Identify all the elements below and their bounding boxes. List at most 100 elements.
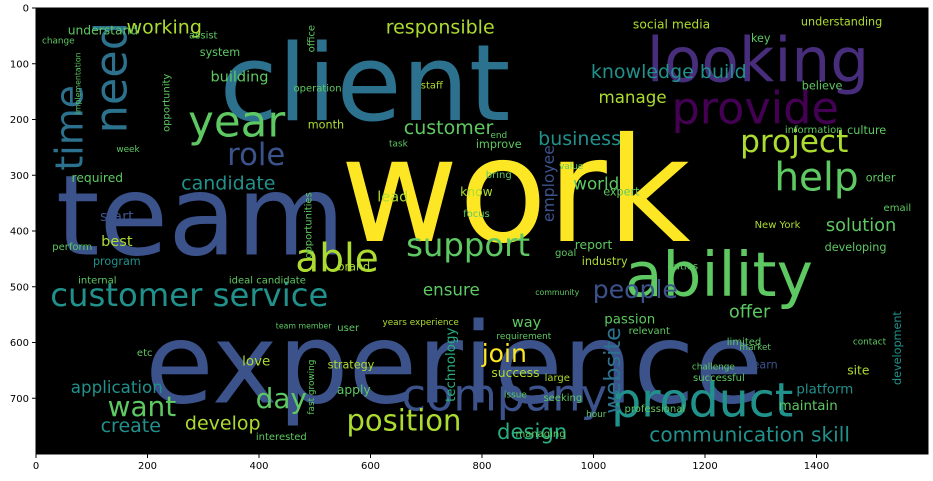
cloud-word: platform — [796, 382, 853, 397]
cloud-word: implementation — [73, 52, 82, 114]
x-tick-label: 1400 — [804, 461, 829, 472]
y-tick-label: 100 — [10, 59, 29, 70]
y-tick-label: 400 — [10, 227, 29, 238]
cloud-word: user — [337, 323, 360, 334]
cloud-word: managing — [515, 429, 565, 440]
y-tick-label: 200 — [10, 115, 29, 126]
cloud-word: professional — [625, 404, 686, 415]
cloud-word: strategy — [328, 358, 375, 371]
cloud-word: hour — [586, 410, 607, 420]
cloud-word: email — [884, 203, 912, 214]
cloud-word: create — [101, 415, 161, 437]
cloud-word: year — [188, 97, 285, 147]
cloud-word: understanding — [801, 15, 882, 28]
cloud-word: key — [751, 32, 771, 45]
cloud-word: interested — [256, 432, 307, 443]
x-axis: 0 200 400 600 800 1000 1200 1400 — [33, 454, 829, 472]
cloud-word: assist — [189, 30, 218, 41]
x-tick-label: 400 — [249, 461, 268, 472]
cloud-word: customer — [404, 117, 494, 139]
cloud-word: world — [573, 174, 619, 194]
cloud-word: know — [460, 185, 493, 199]
cloud-word: New York — [755, 220, 801, 231]
y-axis: 0 100 200 300 400 500 600 700 — [10, 4, 36, 405]
cloud-word: ideal candidate — [229, 276, 306, 287]
cloud-word: manage — [598, 87, 666, 107]
cloud-word: people — [593, 275, 678, 304]
cloud-word: relevant — [629, 326, 670, 337]
cloud-word: task — [389, 140, 409, 150]
cloud-word: internal — [78, 276, 116, 287]
cloud-word: solution — [826, 215, 896, 236]
cloud-word: operation — [294, 83, 342, 94]
cloud-word: role — [227, 138, 285, 173]
cloud-word: customer service — [50, 276, 328, 314]
cloud-word: challenge — [692, 363, 735, 373]
cloud-word: position — [347, 404, 462, 438]
cloud-word: order — [866, 172, 896, 185]
cloud-word: social media — [633, 18, 710, 32]
cloud-word: website — [600, 327, 626, 413]
cloud-word: company — [402, 369, 608, 421]
cloud-word: week — [116, 145, 140, 155]
cloud-word: required — [72, 171, 124, 185]
cloud-word: etc — [137, 348, 153, 359]
cloud-word: brand — [337, 261, 370, 274]
cloud-word: design — [497, 419, 567, 444]
cloud-word: value — [559, 162, 583, 172]
cloud-word: knowledge build — [591, 61, 747, 83]
x-tick-label: 800 — [472, 461, 491, 472]
cloud-word: develop — [185, 412, 261, 434]
x-tick-label: 0 — [33, 461, 39, 472]
cloud-word: able — [295, 236, 378, 281]
cloud-word: love — [242, 355, 270, 370]
cloud-word: work — [340, 108, 691, 276]
y-tick-label: 600 — [10, 338, 29, 349]
cloud-word: contact — [853, 338, 887, 348]
cloud-word: start — [100, 209, 134, 225]
cloud-word: team — [56, 153, 345, 282]
cloud-word: project — [740, 124, 848, 160]
cloud-word: apply — [337, 383, 371, 397]
cloud-word: candidate — [181, 173, 275, 195]
cloud-word: product — [611, 374, 793, 429]
cloud-word: understand — [68, 23, 138, 37]
cloud-word: issue — [504, 390, 527, 400]
cloud-word: support — [406, 226, 530, 264]
cloud-word: opportunities — [304, 192, 315, 258]
cloud-word: provide — [671, 82, 838, 134]
x-tick-label: 600 — [361, 461, 380, 472]
cloud-word: experience — [145, 300, 763, 429]
cloud-word: way — [512, 315, 542, 331]
y-tick-label: 500 — [10, 282, 29, 293]
cloud-word: working — [127, 17, 202, 39]
cloud-word: development — [891, 311, 904, 385]
cloud-word: help — [774, 156, 858, 201]
cloud-word: goal — [555, 248, 576, 259]
cloud-word: system — [200, 46, 240, 59]
cloud-word: responsible — [386, 17, 495, 39]
cloud-word: ensure — [423, 280, 480, 300]
cloud-word: best — [101, 234, 133, 250]
cloud-word: duties — [667, 262, 698, 273]
cloud-word: lead — [377, 190, 408, 206]
cloud-word: improve — [476, 138, 522, 151]
cloud-word: month — [308, 119, 344, 132]
cloud-word: join — [481, 339, 527, 368]
cloud-word: community — [535, 288, 579, 297]
cloud-word: bring — [486, 170, 512, 181]
cloud-word: looking — [647, 25, 869, 96]
cloud-word: application — [71, 377, 163, 397]
cloud-word: large — [545, 373, 570, 384]
x-tick-label: 1200 — [692, 461, 717, 472]
cloud-word: requirement — [496, 332, 551, 342]
cloud-word: want — [108, 390, 177, 423]
plot-background — [36, 8, 928, 454]
cloud-word: change — [42, 36, 75, 46]
y-tick-label: 300 — [10, 171, 29, 182]
cloud-word: believe — [802, 80, 843, 93]
cloud-word: report — [575, 238, 613, 252]
cloud-word: success — [491, 366, 539, 380]
cloud-word: program — [93, 255, 141, 268]
